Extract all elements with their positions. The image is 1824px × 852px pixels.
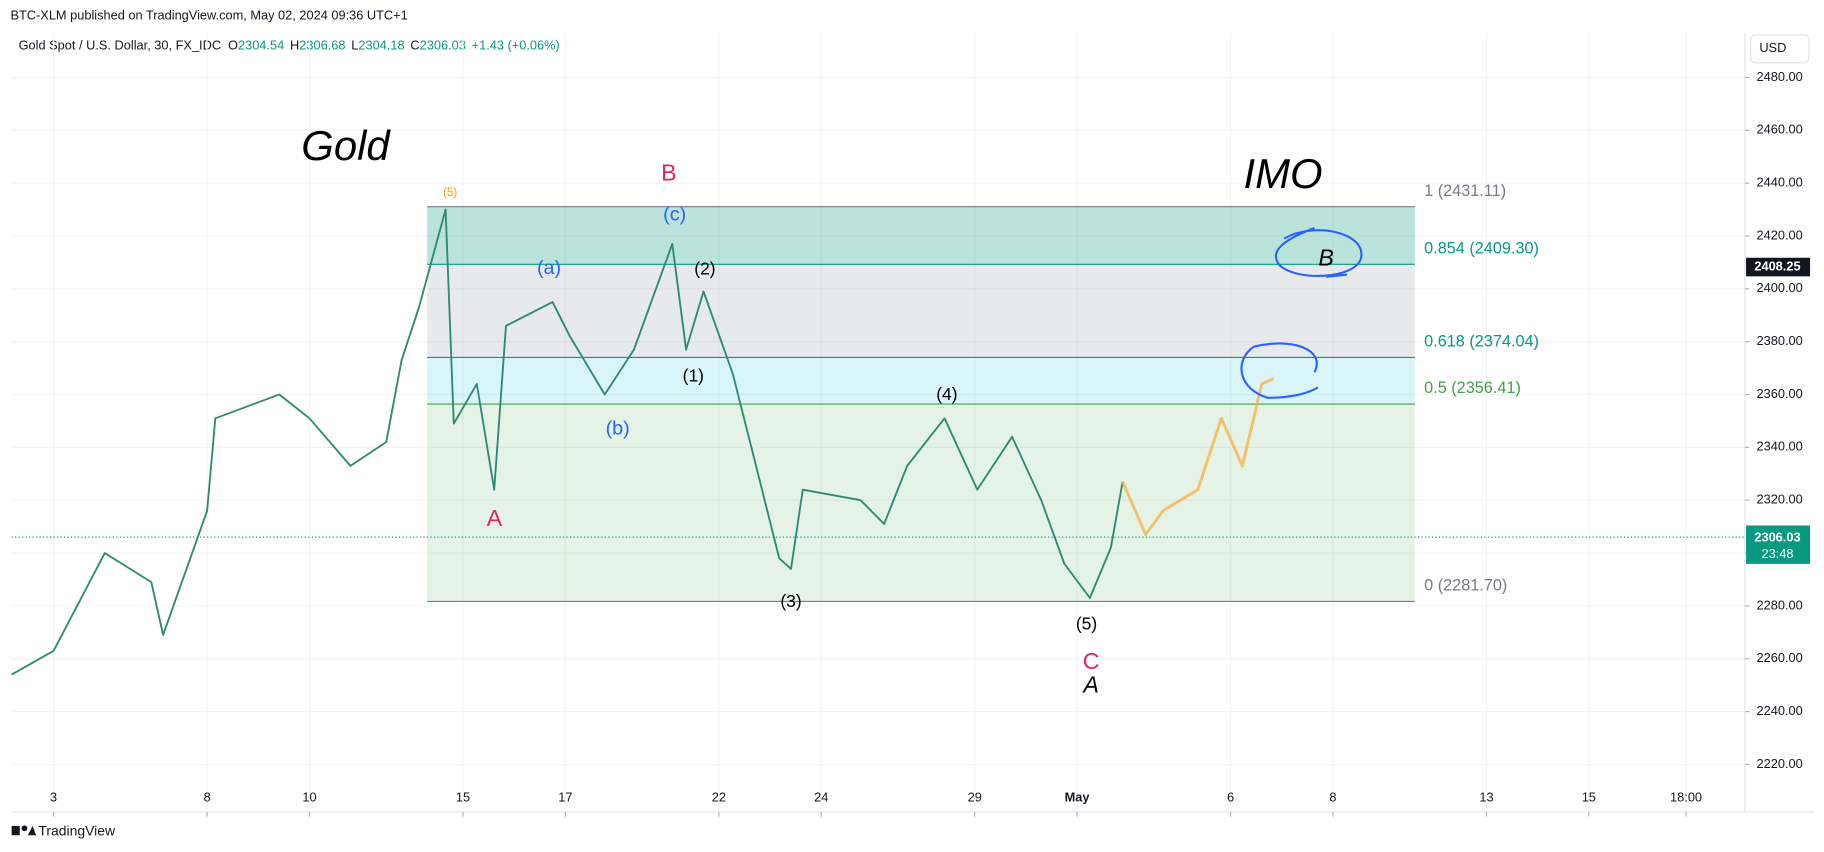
y-tick-label: 2440.00: [1757, 175, 1803, 190]
fib-zone: [427, 357, 1415, 405]
change: +1.43 (+0.06%): [472, 38, 560, 53]
wave-label: (2): [694, 258, 715, 278]
ohlc-value: 2306.03: [420, 38, 466, 53]
wave-label: (5): [443, 186, 457, 199]
last-price-label: 2306.03: [1754, 530, 1800, 545]
y-tick-label: 2420.00: [1757, 227, 1803, 242]
x-tick-label: 8: [1329, 789, 1336, 804]
wave-label: (b): [606, 417, 630, 439]
y-tick-label: 2400.00: [1757, 280, 1803, 295]
fib-label: 0 (2281.70): [1424, 577, 1507, 595]
wave-label: B: [661, 160, 677, 186]
x-tick-label: 15: [1582, 789, 1596, 804]
y-tick-label: 2360.00: [1757, 386, 1803, 401]
ohlc-key: H: [290, 38, 299, 53]
ohlc-value: 2304.54: [238, 38, 284, 53]
ohlc-value: 2304.18: [358, 38, 404, 53]
fib-label: 0.854 (2409.30): [1424, 239, 1539, 257]
fib-zone: [427, 264, 1415, 358]
y-tick-label: 2380.00: [1757, 333, 1803, 348]
footer: TradingView: [38, 822, 116, 838]
countdown: 23:48: [1761, 546, 1793, 561]
x-tick-label: 10: [302, 789, 316, 804]
x-tick-label: 8: [204, 789, 211, 804]
wave-label: A: [487, 505, 503, 531]
wave-label: (c): [663, 203, 686, 225]
publish-info: BTC-XLM published on TradingView.com, Ma…: [10, 8, 407, 23]
y-tick-label: 2260.00: [1757, 650, 1803, 665]
wave-label: Gold: [301, 122, 391, 169]
x-tick-label: 29: [968, 789, 982, 804]
ohlc-key: C: [410, 38, 419, 53]
ohlc-key: O: [228, 38, 238, 53]
x-tick-label: 15: [456, 789, 470, 804]
price-line: [1121, 377, 1275, 537]
x-tick-label: 22: [712, 789, 726, 804]
wave-label: (3): [780, 591, 801, 611]
y-tick-label: 2220.00: [1757, 756, 1803, 771]
x-tick-label: 17: [558, 789, 572, 804]
footer-logo: [11, 825, 37, 836]
hand-drawn-circle: [1240, 342, 1319, 399]
wave-label: IMO: [1244, 150, 1323, 197]
x-tick-label: 24: [814, 789, 828, 804]
wave-label: (1): [683, 366, 704, 386]
x-tick-label: 6: [1227, 789, 1234, 804]
y-tick-label: 2240.00: [1757, 703, 1803, 718]
currency-button[interactable]: [1750, 34, 1810, 64]
fib-label: 0.618 (2374.04): [1424, 333, 1539, 351]
y-tick-label: 2320.00: [1757, 492, 1803, 507]
x-tick-label: 18:00: [1670, 789, 1702, 804]
wave-label: C: [1083, 648, 1100, 674]
legend: Gold Spot / U.S. Dollar, 30, FX_IDC O2304…: [19, 38, 560, 53]
fib-label: 0.5 (2356.41): [1424, 379, 1521, 397]
x-tick-label: 13: [1479, 789, 1493, 804]
currency[interactable]: USD: [1759, 40, 1786, 55]
x-tick-label: 3: [50, 789, 57, 804]
wave-label: A: [1081, 671, 1099, 697]
wave-label: (5): [1076, 613, 1097, 633]
wave-label: B: [1318, 245, 1334, 271]
wave-label: (4): [936, 384, 957, 404]
ohlc-key: L: [351, 38, 358, 53]
price-line: [11, 208, 1124, 676]
x-tick-label: May: [1065, 789, 1091, 804]
hand-drawn-circle: [1274, 227, 1363, 278]
wave-label: (a): [537, 257, 561, 279]
y-tick-label: 2340.00: [1757, 439, 1803, 454]
ohlc-value: 2306.68: [299, 38, 345, 53]
symbol: Gold Spot / U.S. Dollar, 30, FX_IDC: [19, 38, 221, 53]
y-tick-label: 2460.00: [1757, 122, 1803, 137]
marker-price-box: [1746, 257, 1811, 277]
fib-zone: [427, 206, 1415, 265]
last-price-box: [1746, 525, 1811, 564]
marker-price-label: 2408.25: [1754, 258, 1800, 273]
fib-label: 1 (2431.11): [1424, 182, 1506, 200]
y-tick-label: 2480.00: [1757, 69, 1803, 84]
y-tick-label: 2280.00: [1757, 597, 1803, 612]
fib-zone: [427, 404, 1415, 602]
